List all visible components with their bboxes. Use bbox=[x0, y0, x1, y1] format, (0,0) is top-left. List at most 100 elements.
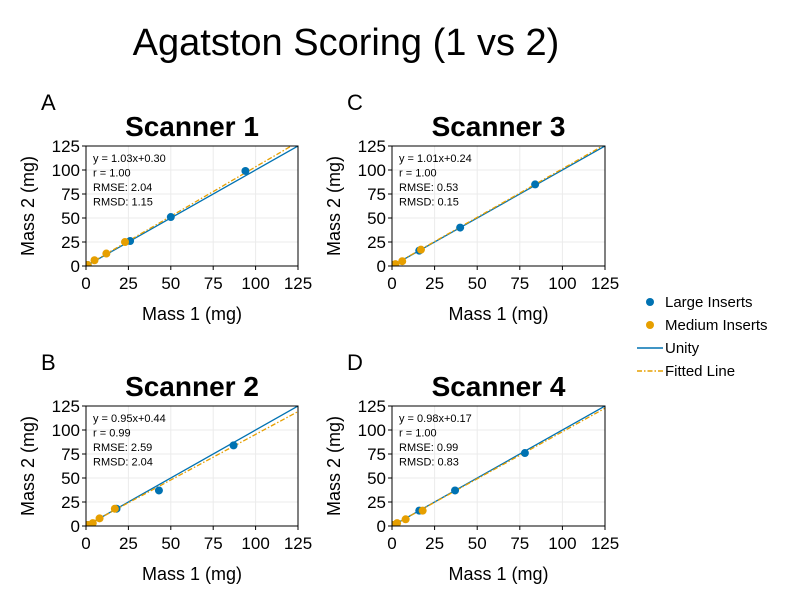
stat-line: y = 0.95x+0.44 bbox=[93, 413, 166, 425]
legend-item: Unity bbox=[637, 340, 700, 357]
point-large-inserts bbox=[451, 486, 460, 495]
y-tick-label: 100 bbox=[358, 161, 386, 180]
x-tick-label: 125 bbox=[284, 534, 312, 553]
point-medium-inserts bbox=[110, 504, 119, 513]
x-tick-label: 100 bbox=[548, 534, 576, 553]
x-tick-label: 125 bbox=[284, 274, 312, 293]
y-tick-label: 100 bbox=[358, 421, 386, 440]
x-tick-label: 50 bbox=[468, 274, 487, 293]
x-tick-label: 75 bbox=[510, 534, 529, 553]
legend-label: Large Inserts bbox=[665, 294, 753, 311]
unity-line bbox=[86, 146, 298, 266]
x-tick-label: 25 bbox=[119, 274, 138, 293]
y-tick-label: 0 bbox=[377, 517, 386, 536]
point-medium-inserts bbox=[416, 245, 425, 254]
x-tick-label: 100 bbox=[241, 274, 269, 293]
fitted-line bbox=[86, 411, 298, 526]
x-tick-label: 25 bbox=[425, 534, 444, 553]
panel-title: Scanner 1 bbox=[125, 111, 259, 142]
x-tick-label: 75 bbox=[204, 534, 223, 553]
y-axis-label: Mass 2 (mg) bbox=[18, 156, 38, 256]
stat-line: RMSE: 0.99 bbox=[399, 442, 458, 454]
x-tick-label: 125 bbox=[591, 274, 619, 293]
axis-ticks: 0 25 50 75 100 125 0 25 50 75 100 125 bbox=[52, 397, 313, 553]
y-tick-label: 75 bbox=[367, 185, 386, 204]
x-tick-label: 25 bbox=[425, 274, 444, 293]
x-axis-label: Mass 1 (mg) bbox=[142, 564, 242, 584]
x-tick-label: 0 bbox=[81, 274, 90, 293]
y-tick-label: 50 bbox=[367, 209, 386, 228]
data-points bbox=[392, 180, 540, 266]
fitted-line bbox=[392, 146, 604, 266]
x-tick-label: 75 bbox=[510, 274, 529, 293]
legend-label: Fitted Line bbox=[665, 363, 735, 380]
stat-line: RMSE: 2.04 bbox=[93, 182, 152, 194]
stats-annotation: y = 0.95x+0.44 r = 0.99 RMSE: 2.59 RMSD: 2.… bbox=[93, 413, 166, 469]
axis-ticks: 0 25 50 75 100 125 0 25 50 75 100 125 bbox=[358, 397, 620, 553]
point-medium-inserts bbox=[418, 506, 427, 515]
plot-frame bbox=[391, 145, 606, 267]
x-tick-label: 125 bbox=[591, 534, 619, 553]
x-axis-label: Mass 1 (mg) bbox=[448, 304, 548, 324]
panel-title: Scanner 2 bbox=[125, 371, 259, 402]
stat-line: y = 1.01x+0.24 bbox=[399, 153, 472, 165]
plot-frame bbox=[85, 145, 299, 267]
y-tick-label: 25 bbox=[61, 233, 80, 252]
point-medium-inserts bbox=[102, 249, 111, 258]
y-tick-label: 125 bbox=[52, 397, 80, 416]
reference-lines bbox=[86, 406, 298, 526]
reference-lines bbox=[392, 406, 605, 526]
y-tick-label: 50 bbox=[367, 469, 386, 488]
stat-line: y = 0.98x+0.17 bbox=[399, 413, 472, 425]
data-points bbox=[86, 166, 250, 266]
axis-ticks: 0 25 50 75 100 125 0 25 50 75 100 125 bbox=[358, 137, 620, 293]
y-tick-label: 25 bbox=[367, 233, 386, 252]
y-tick-label: 125 bbox=[358, 137, 386, 156]
y-tick-label: 75 bbox=[367, 445, 386, 464]
stats-annotation: y = 0.98x+0.17 r = 1.00 RMSE: 0.99 RMSD: 0.… bbox=[399, 413, 472, 469]
x-tick-label: 50 bbox=[161, 534, 180, 553]
point-medium-inserts bbox=[90, 256, 99, 265]
data-points bbox=[86, 441, 238, 526]
legend-label: Medium Inserts bbox=[665, 317, 768, 334]
legend-item: Medium Inserts bbox=[646, 317, 768, 334]
unity-line bbox=[86, 406, 298, 526]
panel-letter: D bbox=[347, 350, 363, 375]
y-tick-label: 0 bbox=[71, 257, 80, 276]
point-medium-inserts bbox=[86, 261, 92, 266]
figure-title: Agatston Scoring (1 vs 2) bbox=[133, 22, 560, 64]
stat-line: r = 1.00 bbox=[93, 168, 131, 180]
legend-item: Fitted Line bbox=[637, 363, 735, 380]
x-tick-label: 75 bbox=[204, 274, 223, 293]
point-medium-inserts bbox=[401, 515, 410, 524]
point-large-inserts bbox=[456, 223, 465, 232]
legend-marker bbox=[646, 298, 654, 306]
legend: Large Inserts Medium Inserts Unity Fitted L… bbox=[637, 294, 768, 380]
x-tick-label: 0 bbox=[387, 534, 396, 553]
panel-letter: C bbox=[347, 90, 363, 115]
point-large-inserts bbox=[166, 213, 175, 222]
point-large-inserts bbox=[531, 180, 540, 189]
point-large-inserts bbox=[229, 441, 238, 450]
y-tick-label: 125 bbox=[52, 137, 80, 156]
y-tick-label: 0 bbox=[377, 257, 386, 276]
panel-title: Scanner 4 bbox=[432, 371, 566, 402]
point-medium-inserts bbox=[393, 519, 402, 526]
panel-letter: B bbox=[41, 350, 56, 375]
panel-d: 0 25 50 75 100 125 0 25 50 75 100 125 Mass 1 (mg) Mas… bbox=[324, 350, 619, 584]
panel-title: Scanner 3 bbox=[432, 111, 566, 142]
y-tick-label: 50 bbox=[61, 209, 80, 228]
fitted-line bbox=[392, 407, 605, 526]
point-medium-inserts bbox=[88, 519, 97, 526]
x-tick-label: 0 bbox=[81, 534, 90, 553]
y-tick-label: 50 bbox=[61, 469, 80, 488]
stat-line: RMSE: 0.53 bbox=[399, 182, 458, 194]
y-tick-label: 100 bbox=[52, 421, 80, 440]
reference-lines bbox=[86, 146, 298, 266]
y-tick-label: 125 bbox=[358, 397, 386, 416]
stat-line: RMSD: 1.15 bbox=[93, 197, 153, 209]
y-axis-label: Mass 2 (mg) bbox=[324, 156, 344, 256]
point-large-inserts bbox=[154, 486, 163, 495]
panels: 0 25 50 75 100 125 0 25 50 75 100 125 Mass 1 (mg) Mas… bbox=[18, 90, 619, 584]
